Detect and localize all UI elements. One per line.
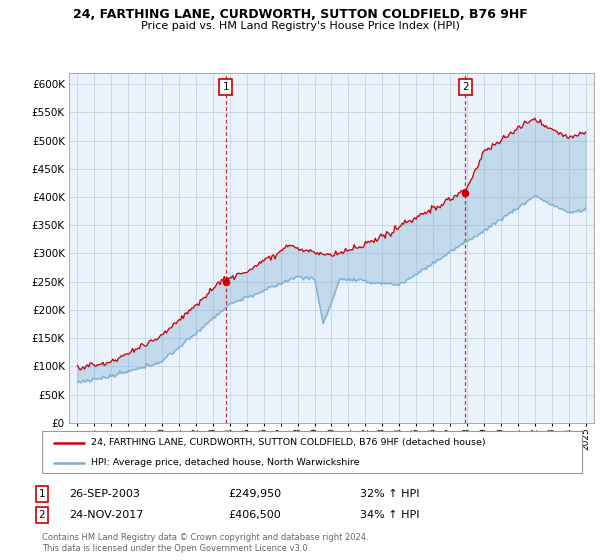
- Text: 1: 1: [223, 82, 229, 92]
- Text: 32% ↑ HPI: 32% ↑ HPI: [360, 489, 419, 499]
- Text: 2: 2: [462, 82, 469, 92]
- Text: 1: 1: [38, 489, 46, 499]
- Text: 24, FARTHING LANE, CURDWORTH, SUTTON COLDFIELD, B76 9HF: 24, FARTHING LANE, CURDWORTH, SUTTON COL…: [73, 8, 527, 21]
- Text: £249,950: £249,950: [228, 489, 281, 499]
- Text: 24-NOV-2017: 24-NOV-2017: [69, 510, 143, 520]
- Text: 24, FARTHING LANE, CURDWORTH, SUTTON COLDFIELD, B76 9HF (detached house): 24, FARTHING LANE, CURDWORTH, SUTTON COL…: [91, 438, 485, 447]
- Text: £406,500: £406,500: [228, 510, 281, 520]
- Text: Price paid vs. HM Land Registry's House Price Index (HPI): Price paid vs. HM Land Registry's House …: [140, 21, 460, 31]
- Text: 2: 2: [38, 510, 46, 520]
- Text: 34% ↑ HPI: 34% ↑ HPI: [360, 510, 419, 520]
- Text: HPI: Average price, detached house, North Warwickshire: HPI: Average price, detached house, Nort…: [91, 458, 359, 467]
- Text: 26-SEP-2003: 26-SEP-2003: [69, 489, 140, 499]
- Text: Contains HM Land Registry data © Crown copyright and database right 2024.
This d: Contains HM Land Registry data © Crown c…: [42, 533, 368, 553]
